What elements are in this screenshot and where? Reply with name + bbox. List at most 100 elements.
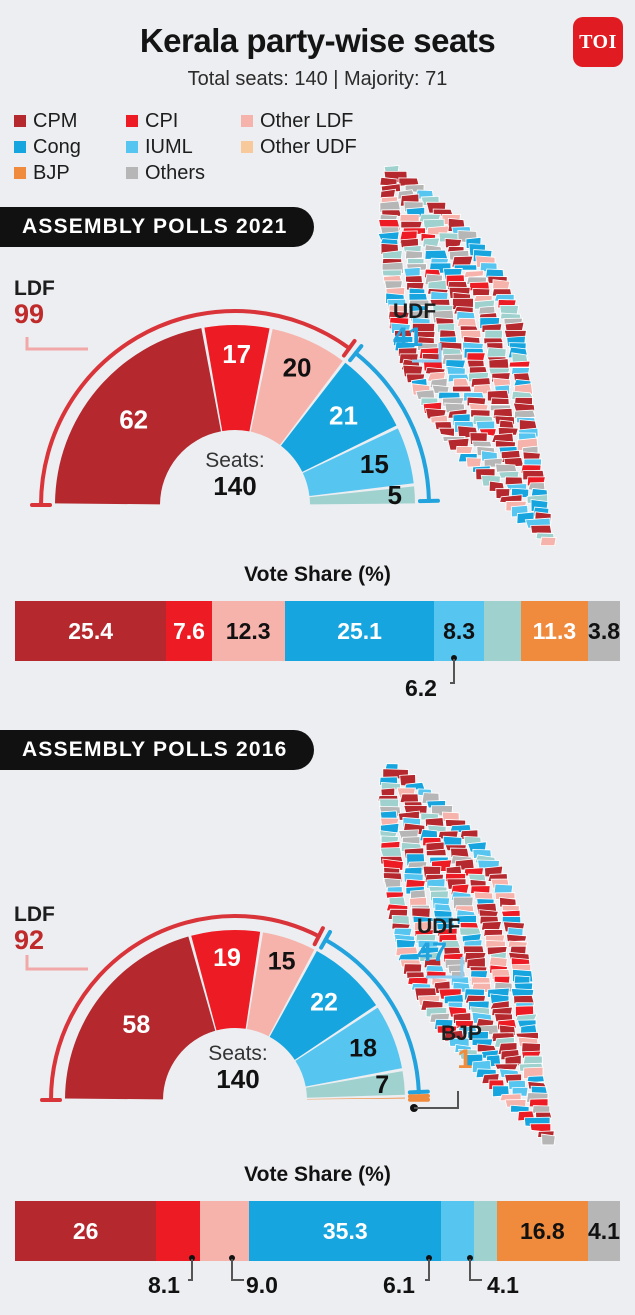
alliance-value: 92 xyxy=(14,925,45,956)
map-constituency xyxy=(425,848,447,857)
gauge-segment xyxy=(269,951,377,1060)
gauge-segment-value: 62 xyxy=(119,404,148,434)
vote-share-callout-line-cpi xyxy=(188,1255,195,1281)
gauge-segment-value: 19 xyxy=(213,944,241,972)
vote-share-heading-2016: Vote Share (%) xyxy=(244,1163,391,1186)
vote-share-value: 8.3 xyxy=(443,617,476,644)
legend-swatch-icon xyxy=(14,115,26,127)
map-constituency xyxy=(381,269,402,277)
page-title: Kerala party-wise seats xyxy=(139,22,496,59)
alliance-value: 99 xyxy=(14,299,45,330)
legend-item-cpi: CPI xyxy=(126,111,241,131)
seat-gauge-2021: 62 17 20 21 15 5 xyxy=(0,290,470,530)
vote-share-callout-line-iuml xyxy=(425,1255,432,1281)
legend-item-iuml: IUML xyxy=(126,137,241,157)
section-pill-2016: ASSEMBLY POLLS 2016 xyxy=(0,730,314,770)
vote-share-bar-2016: 26 35.3 16.8 4.1 xyxy=(15,1201,620,1261)
gauge-segment-value: 22 xyxy=(310,989,338,1017)
gauge-segment-value: 15 xyxy=(360,449,389,479)
vote-share-value: 7.6 xyxy=(172,617,205,644)
alliance-name: UDF xyxy=(417,915,461,938)
vote-share-value: 25.4 xyxy=(68,617,114,644)
vote-share-segment: 25.1 xyxy=(284,601,435,661)
section-pill-2021: ASSEMBLY POLLS 2021 xyxy=(0,207,314,247)
gauge-segment xyxy=(309,486,415,505)
legend-label: Other UDF xyxy=(260,136,357,158)
udf-bracket-2021 xyxy=(412,343,442,363)
vote-share-segment: 4.1 xyxy=(587,1201,620,1261)
gauge-segment-value: 17 xyxy=(222,339,251,369)
vote-share-segment: 11.3 xyxy=(520,601,589,661)
vote-share-segment: 25.4 xyxy=(15,601,167,661)
alliance-ldf-2021: LDF 99 xyxy=(14,277,55,330)
vote-share-value: 3.8 xyxy=(588,617,621,644)
map-constituency xyxy=(490,397,510,405)
gauge-group-arc xyxy=(323,937,421,1095)
alliance-name: BJP xyxy=(441,1022,482,1045)
legend-swatch-icon xyxy=(14,141,26,153)
map-constituency xyxy=(458,927,483,937)
vote-share-bar-2021: 25.4 7.6 12.3 25.1 8.3 11.3 3.8 xyxy=(15,601,621,661)
gauge-group-arc xyxy=(39,309,352,507)
gauge-segment-value: 15 xyxy=(268,948,296,976)
udf-bracket-2016 xyxy=(426,957,464,979)
legend-label: Cong xyxy=(33,136,81,158)
vote-share-segment xyxy=(156,1201,201,1261)
map-constituency xyxy=(413,331,436,338)
vote-share-segment xyxy=(483,601,521,661)
gauge-segment xyxy=(204,325,270,432)
vote-share-segment: 8.3 xyxy=(434,601,484,661)
gauge-center-label: Seats: xyxy=(205,449,265,472)
vote-share-callout-2016-otherudf: 4.1 xyxy=(487,1272,519,1298)
vote-share-segment: 7.6 xyxy=(166,601,212,661)
legend-label: BJP xyxy=(33,162,70,184)
gauge-segment-value: 18 xyxy=(349,1035,377,1063)
vote-share-callout-line-otherudf xyxy=(467,1255,482,1281)
legend-label: IUML xyxy=(145,136,193,158)
gauge-group-tick xyxy=(348,344,364,363)
gauge-group-arc xyxy=(49,914,321,1102)
map-constituency xyxy=(508,360,531,368)
map-constituency xyxy=(494,1063,519,1071)
map-constituency xyxy=(539,536,557,547)
vote-share-segment: 12.3 xyxy=(211,601,285,661)
gauge-segment xyxy=(246,932,315,1037)
gauge-group-tick xyxy=(341,338,357,358)
map-2016 xyxy=(362,760,612,1160)
gauge-center-value: 140 xyxy=(216,1064,260,1095)
map-constituency xyxy=(472,288,491,297)
vote-share-segment xyxy=(441,1201,475,1261)
map-constituency xyxy=(530,524,553,534)
gauge-segment xyxy=(302,428,414,496)
legend-swatch-icon xyxy=(14,167,26,179)
alliance-ldf-2016: LDF 92 xyxy=(14,903,55,956)
legend-swatch-icon xyxy=(126,141,138,153)
vote-share-value: 11.3 xyxy=(532,617,577,644)
gauge-segment xyxy=(55,328,221,505)
header: Kerala party-wise seats Total seats: 140… xyxy=(0,0,635,91)
map-constituency xyxy=(512,402,536,413)
vote-share-value: 35.3 xyxy=(322,1217,368,1244)
section-pill-label: ASSEMBLY POLLS 2021 xyxy=(22,215,288,238)
legend-label: Others xyxy=(145,162,206,184)
gauge-segment xyxy=(191,930,261,1031)
gauge-group-tick xyxy=(407,1089,430,1095)
ldf-bracket-2016 xyxy=(25,955,88,971)
legend-label: CPI xyxy=(145,110,179,132)
legend-label: Other LDF xyxy=(260,110,354,132)
gauge-center-value: 140 xyxy=(213,471,257,502)
gauge-group-tick xyxy=(312,926,325,947)
gauge-segment xyxy=(280,362,397,472)
alliance-name: LDF xyxy=(14,277,55,300)
gauge-segment xyxy=(306,1097,405,1100)
gauge-group-tick xyxy=(319,929,332,950)
bjp-bracket-2016 xyxy=(410,1091,459,1112)
alliance-name: LDF xyxy=(14,903,55,926)
gauge-segment-value: 21 xyxy=(329,400,358,430)
legend-item-bjp: BJP xyxy=(14,163,126,183)
vote-share-segment xyxy=(474,1201,497,1261)
map-constituency xyxy=(535,1111,553,1119)
vote-share-value: 12.3 xyxy=(225,617,271,644)
legend-row: CPM CPI Other LDF xyxy=(14,108,414,134)
